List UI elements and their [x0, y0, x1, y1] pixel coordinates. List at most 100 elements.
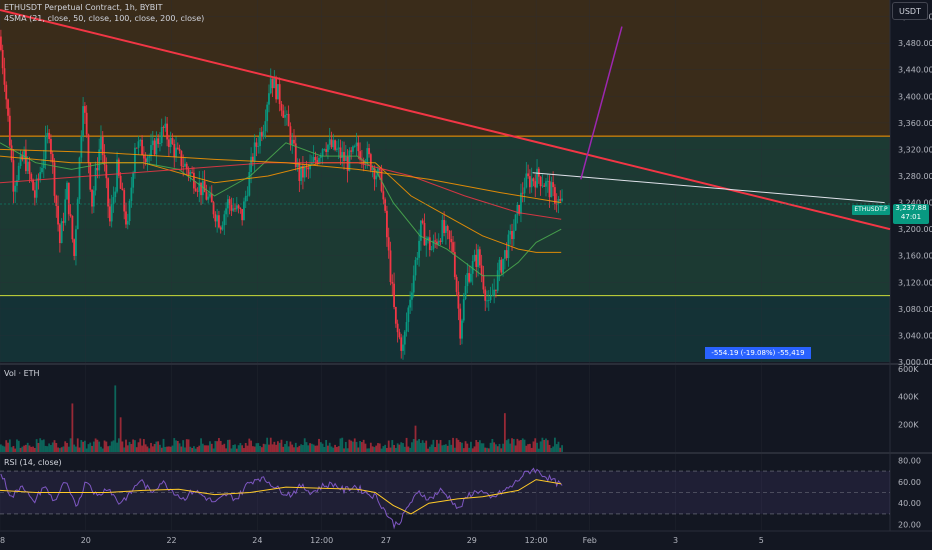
volume-bar: [50, 445, 52, 452]
candle-body: [87, 134, 90, 163]
volume-bar: [144, 444, 147, 452]
volume-bar: [121, 441, 124, 452]
candle-body: [114, 191, 117, 198]
volume-bar: [239, 443, 242, 452]
volume-bar: [520, 440, 522, 452]
candle-body: [495, 289, 497, 291]
volume-bar: [407, 446, 410, 452]
candle-body: [255, 142, 258, 147]
candle-body: [400, 337, 403, 351]
candle-body: [416, 257, 419, 260]
candle-body: [46, 132, 49, 137]
candle-body: [226, 199, 229, 209]
candle-body: [357, 142, 360, 152]
candle-body: [414, 259, 417, 276]
volume-bar: [253, 446, 256, 452]
volume-bar: [539, 441, 542, 452]
volume-bar: [348, 439, 351, 452]
candle-body: [289, 126, 292, 145]
candle-body: [512, 230, 515, 240]
volume-bar: [328, 442, 331, 452]
volume-bar: [478, 440, 481, 452]
candle-body: [130, 187, 133, 201]
candle-body: [7, 99, 9, 116]
candle-body: [48, 132, 51, 140]
candle-body: [350, 150, 353, 152]
volume-bar: [23, 445, 26, 452]
time-tick-label: 20: [81, 536, 91, 545]
candle-body: [259, 132, 261, 147]
candle-body: [141, 139, 143, 155]
candle-body: [119, 175, 122, 189]
candle-body: [355, 142, 358, 147]
volume-bar: [94, 438, 97, 452]
candle-body: [362, 160, 365, 164]
candle-body: [191, 172, 194, 173]
volume-bar: [39, 438, 42, 452]
candle-body: [69, 214, 72, 216]
volume-bar: [257, 443, 260, 452]
volume-bar: [318, 438, 320, 452]
volume-bar: [275, 444, 278, 452]
volume-bar: [73, 444, 76, 452]
candle-body: [121, 188, 124, 191]
volume-bar: [512, 439, 515, 452]
volume-bar: [461, 442, 463, 452]
candle-body: [518, 204, 521, 214]
volume-bar: [207, 445, 210, 452]
candle-body: [393, 283, 395, 307]
candle-body: [41, 167, 43, 173]
volume-bar: [91, 445, 93, 452]
candle-body: [287, 113, 290, 127]
volume-bar: [319, 442, 322, 452]
candle-body: [489, 296, 492, 301]
volume-bar: [160, 447, 163, 452]
volume-bar: [430, 444, 433, 452]
volume-bar: [314, 445, 317, 452]
candle-body: [450, 238, 453, 243]
candle-body: [394, 306, 397, 324]
candle-body: [71, 215, 74, 240]
candle-body: [407, 307, 410, 323]
volume-bar: [552, 446, 555, 452]
price-tick-label: 3,160.00: [898, 252, 932, 261]
volume-bar: [495, 444, 497, 452]
volume-bar: [528, 443, 531, 452]
volume-bar: [164, 446, 167, 452]
volume-bar: [223, 443, 226, 452]
rsi-pane-title[interactable]: RSI (14, close): [4, 458, 62, 467]
indicator-legend[interactable]: 4SMA (21, close, 50, close, 100, close, …: [4, 14, 205, 23]
candle-body: [155, 138, 158, 155]
candle-body: [196, 190, 199, 192]
volume-bar: [327, 445, 329, 452]
candle-body: [205, 192, 208, 200]
candle-countdown: 47:01: [900, 213, 922, 221]
volume-bar: [389, 447, 392, 452]
currency-button[interactable]: USDT: [892, 2, 928, 20]
volume-bar: [380, 448, 383, 452]
volume-bar: [498, 443, 501, 452]
volume-bar: [312, 444, 315, 452]
volume-bar: [377, 443, 379, 452]
candle-body: [30, 173, 33, 180]
volume-bar: [41, 440, 43, 452]
sma-line-4: [0, 148, 562, 204]
candle-body: [39, 172, 42, 180]
volume-bar: [155, 441, 158, 452]
volume-bar: [241, 445, 244, 452]
volume-bar: [157, 441, 160, 452]
volume-bar: [346, 448, 349, 452]
volume-bar: [10, 447, 13, 452]
volume-bar: [5, 440, 8, 452]
volume-bar: [12, 446, 15, 452]
volume-bar: [221, 444, 224, 452]
candle-body: [82, 106, 85, 136]
candle-body: [371, 168, 374, 171]
candle-body: [125, 211, 127, 225]
candle-body: [477, 249, 479, 267]
volume-bar: [446, 445, 449, 452]
candle-body: [470, 273, 472, 282]
volume-bar: [255, 443, 258, 452]
volume-pane-title[interactable]: Vol · ETH: [4, 369, 40, 378]
